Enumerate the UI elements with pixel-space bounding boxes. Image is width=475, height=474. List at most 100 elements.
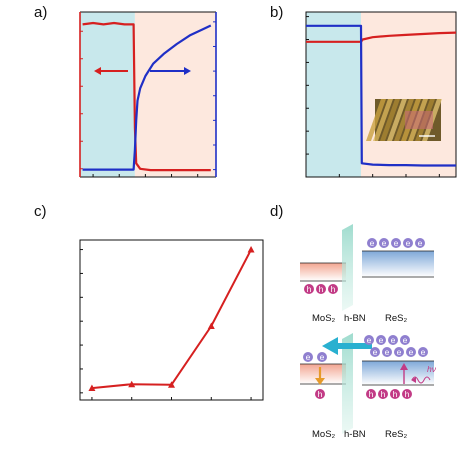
svg-text:e: e xyxy=(382,238,387,248)
svg-text:h: h xyxy=(405,389,410,399)
electron-particle: e xyxy=(303,352,313,362)
data-point-marker xyxy=(207,322,215,329)
svg-text:e: e xyxy=(409,347,414,357)
svg-text:e: e xyxy=(418,238,423,248)
res2-band-top xyxy=(362,251,434,277)
svg-text:e: e xyxy=(421,347,426,357)
arrowhead-left-red xyxy=(94,67,101,75)
label-res2-top: ReS₂ xyxy=(385,313,407,324)
electron-particle: e xyxy=(382,347,392,357)
inset-electrode-stripe xyxy=(387,99,407,141)
panel-letter-c: c) xyxy=(34,203,47,220)
electrons-top: e e e e e xyxy=(367,238,425,248)
electron-particle: e xyxy=(388,335,398,345)
chart-c xyxy=(79,239,264,401)
plot-frame xyxy=(305,11,457,178)
data-point-marker xyxy=(88,384,96,392)
holes-bottom: h h h h h xyxy=(315,389,412,399)
series-line-res2-hbn xyxy=(306,31,457,43)
svg-text:h: h xyxy=(307,284,312,294)
recombination-arrowhead xyxy=(315,378,325,385)
photon-arrowhead xyxy=(411,377,416,383)
arrowhead-right-blue xyxy=(184,67,191,75)
hole-particle: h xyxy=(378,389,388,399)
svg-text:e: e xyxy=(306,352,311,362)
svg-text:h: h xyxy=(318,389,323,399)
svg-text:e: e xyxy=(379,335,384,345)
label-res2-bottom: ReS₂ xyxy=(385,429,407,440)
svg-text:e: e xyxy=(373,347,378,357)
electron-transfer-arrow xyxy=(322,337,372,355)
electron-particle: e xyxy=(394,347,404,357)
electron-particle: e xyxy=(403,238,413,248)
svg-text:e: e xyxy=(391,335,396,345)
shade-light-region xyxy=(134,12,216,177)
svg-text:e: e xyxy=(367,335,372,345)
electron-particle: e xyxy=(400,335,410,345)
electron-particle: e xyxy=(364,335,374,345)
electron-particle: e xyxy=(415,238,425,248)
mos2-band-bottom xyxy=(300,364,346,384)
svg-text:e: e xyxy=(320,352,325,362)
res2-band-bottom xyxy=(362,361,434,385)
hole-particle: h xyxy=(316,284,326,294)
shade-dark-region xyxy=(306,12,361,177)
svg-text:e: e xyxy=(406,238,411,248)
svg-text:e: e xyxy=(394,238,399,248)
svg-text:h: h xyxy=(331,284,336,294)
svg-text:e: e xyxy=(397,347,402,357)
band-diagram-d: e e e e e h h h MoS₂ h-BN ReS₂ e e e e e xyxy=(300,224,437,440)
inset-electrode-stripe xyxy=(380,99,400,141)
data-point-marker xyxy=(168,381,175,388)
inset-electrode-stripe xyxy=(366,99,386,141)
series-line-right xyxy=(82,24,212,171)
svg-text:e: e xyxy=(385,347,390,357)
svg-text:h: h xyxy=(381,389,386,399)
series-line-res2-hbn-mos2 xyxy=(306,24,456,167)
electron-particle: e xyxy=(317,352,327,362)
shade-light-region xyxy=(361,12,456,177)
hole-particle: h xyxy=(304,284,314,294)
electron-particle: e xyxy=(367,238,377,248)
hole-particle: h xyxy=(366,389,376,399)
panel-letter-d: d) xyxy=(270,203,283,220)
chart-b xyxy=(305,11,457,178)
data-point-marker xyxy=(128,380,136,388)
plot-frame xyxy=(79,239,264,401)
hole-particle: h xyxy=(402,389,412,399)
photon-label: hν xyxy=(427,364,437,374)
holes-top: h h h xyxy=(304,284,338,294)
svg-text:e: e xyxy=(370,238,375,248)
electron-particle: e xyxy=(376,335,386,345)
panel-letter-b: b) xyxy=(270,4,283,21)
svg-text:h: h xyxy=(393,389,398,399)
mos2-band-top xyxy=(300,263,346,281)
hole-particle: h xyxy=(315,389,325,399)
shade-dark-region xyxy=(80,12,135,177)
series-line xyxy=(91,249,252,390)
data-point-marker xyxy=(247,246,255,253)
electron-particle: e xyxy=(370,347,380,357)
inset-electrode-stripe xyxy=(394,99,414,141)
label-hbn-bottom: h-BN xyxy=(344,429,366,440)
hbn-layer-top xyxy=(342,224,353,311)
hole-particle: h xyxy=(328,284,338,294)
label-mos2-top: MoS₂ xyxy=(312,313,336,324)
electron-particle: e xyxy=(379,238,389,248)
inset-electrode-stripe xyxy=(373,99,393,141)
label-hbn-top: h-BN xyxy=(344,313,366,324)
electron-particle: e xyxy=(406,347,416,357)
chart-a xyxy=(79,11,217,178)
excitation-arrowhead xyxy=(400,363,408,370)
inset-flake xyxy=(405,111,433,129)
electrons-bottom: e e e e e e e e e e e xyxy=(303,335,428,362)
electron-particle: e xyxy=(391,238,401,248)
electron-particle: e xyxy=(418,347,428,357)
svg-text:h: h xyxy=(369,389,374,399)
svg-text:h: h xyxy=(319,284,324,294)
label-mos2-bottom: MoS₂ xyxy=(312,429,336,440)
hbn-layer-bottom xyxy=(342,333,353,434)
svg-text:e: e xyxy=(403,335,408,345)
panel-letter-a: a) xyxy=(34,4,47,21)
